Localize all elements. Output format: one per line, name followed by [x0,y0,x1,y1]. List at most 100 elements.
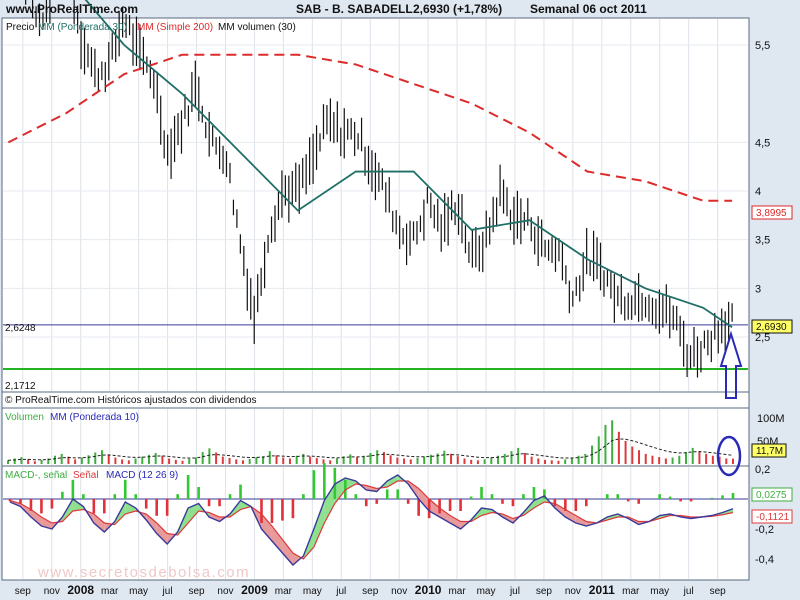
macd-histogram-bar [19,499,22,504]
macd-histogram-bar [165,499,169,516]
legend-ma30: MM (Ponderada 30) [38,22,127,33]
volume-value-box: 11,7M [751,443,787,458]
x-tick-label: sep [15,586,32,597]
x-tick-label: nov [565,586,581,597]
macd-histogram-bar [385,489,389,499]
macd-tick-label: -0,4 [755,554,774,566]
macd-fill [209,512,220,522]
watermark: www.secretosdebolsa.com [37,564,250,581]
ma30-line [84,0,733,329]
macd-histogram-bar [710,497,714,499]
x-tick-label: sep [362,586,379,597]
macd-histogram-bar [679,499,682,502]
x-tick-label: nov [217,586,233,597]
macd-histogram-bar [176,494,179,499]
macd-histogram-bar [522,494,525,499]
x-tick-label: mar [275,586,293,597]
macd-fill [334,478,346,504]
macd-histogram-bar [8,499,12,502]
macd-histogram-bar [731,493,735,499]
support-level-label: 2,6248 [5,323,36,334]
volume-tick-label: 100M [757,413,785,425]
macd-histogram-bar [218,499,221,507]
macd-histogram-bar [40,499,43,514]
macd-histogram-bar [134,494,138,499]
macd-histogram-bar [197,487,200,499]
macd-histogram-bar [658,494,661,499]
macd-histogram-bar [92,499,96,514]
price-series [7,0,733,378]
macd-value-box-1: 0,0275 [751,487,793,502]
macd-fill [313,500,325,547]
chart-title: SAB - B. SABADELL [296,2,413,16]
macd-histogram-bar [103,499,106,514]
macd-histogram-bar [585,499,588,507]
macd-histogram-bar [480,487,483,499]
macd-histogram-bar [291,499,295,519]
volume-series [7,420,734,464]
macd-histogram-bar [61,491,64,499]
macd-histogram-bar [260,499,263,523]
annotation-arrow [719,330,743,399]
macd-panel [1,465,750,581]
macd-fill [261,514,272,541]
macd-histogram-bar [50,499,54,509]
macd-histogram-bar [689,499,693,502]
x-tick-label: mar [101,586,119,597]
macd-histogram-bar [155,499,158,516]
macd-fill [607,514,618,520]
macd-histogram-bar [71,479,75,499]
x-tick-label: may [650,586,669,597]
y-tick-label: 5,5 [755,40,770,52]
macd-histogram-bar [302,494,305,499]
macd-fill [565,509,576,523]
y-tick-label: 3 [755,283,761,295]
macd-histogram-bar [564,499,567,511]
legend-senal: Señal [73,470,99,481]
macd-fill [271,526,283,553]
macd-histogram-bar [144,499,148,509]
low-level-label: 2,1712 [5,381,36,392]
macd-histogram-bar [511,499,515,507]
volume-ma-line [7,438,734,461]
quote: 2,6930 (+1,78%) [413,2,502,16]
macd-fill [387,475,398,487]
macd-histogram-bar [532,487,536,499]
macd-histogram-bar [605,494,609,499]
volume-legend: Volumen MM (Ponderada 10) [5,412,139,423]
volume-panel [1,407,750,467]
macd-fill [125,502,136,514]
legend-precio: Precio [6,22,35,33]
macd-histogram-bar [574,499,578,511]
macd-histogram-bar [448,499,452,511]
svg-text:11,7M: 11,7M [756,446,783,457]
y-tick-label: 4,5 [755,137,770,149]
svg-text:0,0275: 0,0275 [756,490,787,501]
svg-text:-0,1121: -0,1121 [756,512,790,523]
site-name[interactable]: www.ProRealTime.com [5,2,138,16]
x-tick-label: 2008 [67,583,94,597]
period: Semanal 06 oct 2011 [530,2,647,16]
macd-series [3,463,748,566]
macd-histogram-bar [459,499,462,511]
macd-histogram-bar [543,489,546,499]
macd-histogram-bar [553,499,557,507]
x-tick-label: 2010 [415,583,442,597]
macd-fill [533,496,545,508]
macd-fill [282,539,293,565]
price-footer: © ProRealTime.com Históricos ajustados c… [5,395,257,406]
macd-fill [439,508,451,523]
x-tick-label: 2011 [589,583,615,597]
macd-histogram-bar [228,494,232,499]
price-legend: Precio MM (Ponderada 30) MM (Simple 200)… [6,22,296,33]
macd-histogram-bar [427,499,431,519]
macd-fill [188,503,199,523]
legend-volumen: Volumen [5,412,44,423]
macd-fill [324,484,335,523]
macd-histogram-bar [396,489,399,499]
macd-legend: MACD-, señal Señal MACD (12 26 9) [5,470,178,481]
macd-histogram-bar [281,499,284,521]
macd-histogram-bar [312,470,316,499]
